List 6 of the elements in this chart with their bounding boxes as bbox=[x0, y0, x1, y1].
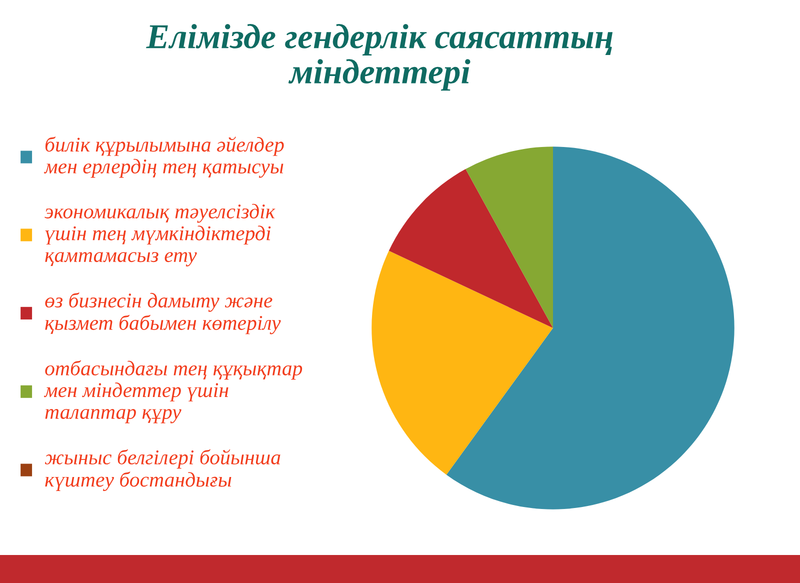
legend-label: отбасындағы тең құқықтар мен міндеттер үшін талаптар құру bbox=[44, 360, 302, 424]
chart-title: Елімізде гендерлік саясаттың міндеттері bbox=[146, 24, 613, 91]
legend-label: билік құрылымына әйелдер мен ерлердің тең қатысуы bbox=[44, 136, 284, 178]
legend-label: өз бизнесін дамыту және қызмет бабымен көтерілу bbox=[45, 292, 281, 334]
legend-label: жыныс белгілері бойынша күштеу бостандығы bbox=[44, 449, 280, 492]
legend-label: экономикалық тәуелсіздік үшін тең мүмкіндіктерді қамтамасыз ету bbox=[44, 204, 276, 266]
